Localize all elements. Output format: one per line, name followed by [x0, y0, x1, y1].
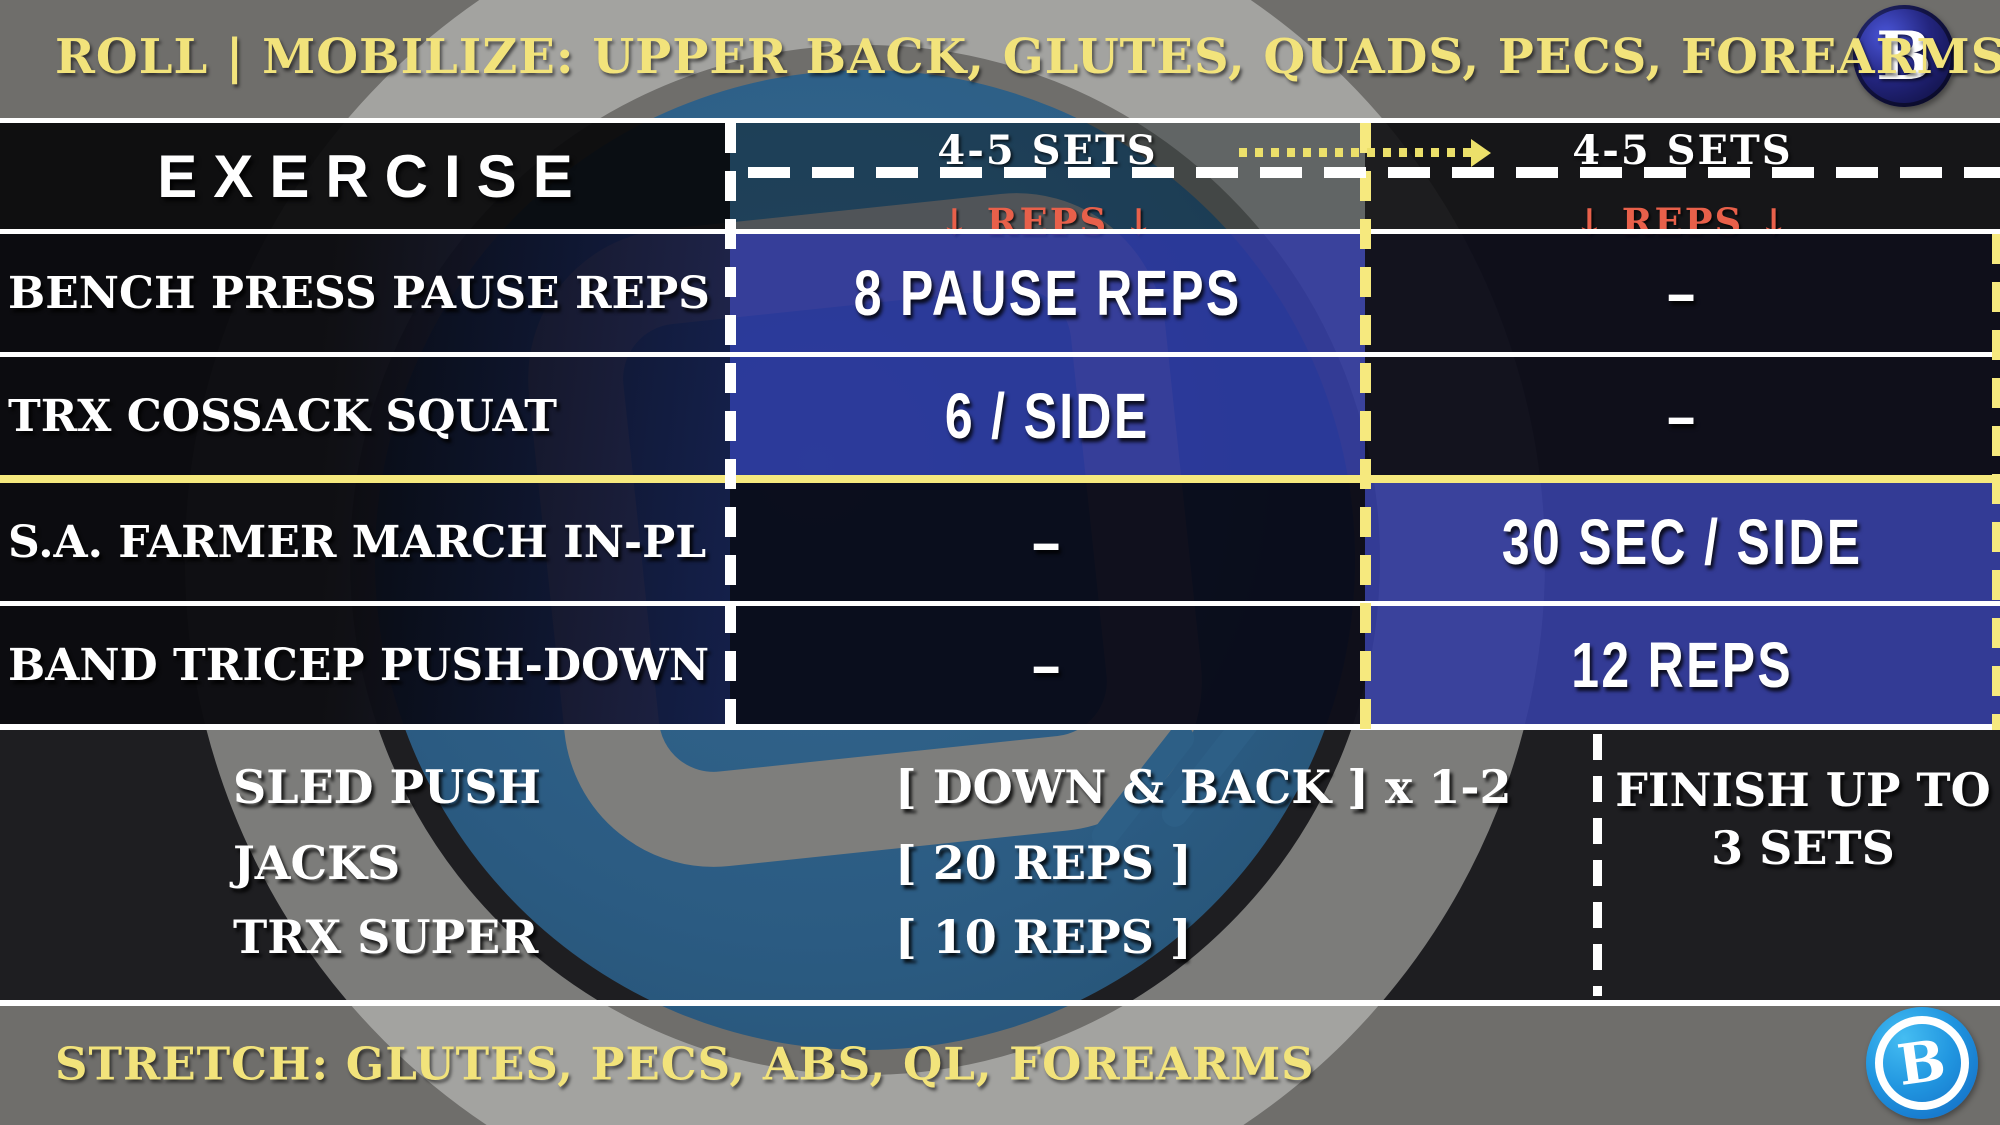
footer-bar: STRETCH: GLUTES, PECS, ABS, QL, FOREARMS [0, 1006, 2000, 1125]
separator-line [0, 352, 2000, 357]
row3-set1-cell: – [730, 483, 1365, 601]
separator-line [0, 724, 2000, 730]
table-row-exercise: TRX COSSACK SQUAT [0, 357, 730, 475]
column-divider-dashed [725, 123, 736, 730]
finisher-note: FINISH UP TO 3 SETS [1610, 762, 1996, 877]
finisher-section [0, 730, 2000, 1000]
finisher-exercise-name: JACKS [233, 836, 401, 890]
finisher-note-line1: FINISH UP TO [1615, 763, 1991, 817]
brand-logo-top: B [1853, 5, 1955, 107]
exercise-column-header: EXERCISE [0, 123, 730, 229]
column-divider-dashed-yellow [1360, 123, 1371, 730]
table-row-exercise: S.A. FARMER MARCH IN-PL [0, 483, 730, 601]
row1-set1-cell: 8 PAUSE REPS [730, 234, 1365, 352]
exercise-name: S.A. FARMER MARCH IN-PL [8, 516, 707, 568]
brand-letter-top: B [1876, 17, 1932, 95]
separator-line [0, 229, 2000, 234]
table-row-exercise: BENCH PRESS PAUSE REPS [0, 234, 730, 352]
row2-set2-cell: – [1365, 357, 2000, 475]
row2-set2-value: – [1667, 380, 1698, 452]
row1-set2-cell: – [1365, 234, 2000, 352]
header-dashed-line [748, 167, 2000, 178]
row4-set2-cell: 12 REPS [1365, 606, 2000, 724]
sets-label-2: 4-5 SETS [1572, 127, 1793, 174]
finisher-exercise-scheme: [ DOWN & BACK ] x 1-2 [895, 760, 1512, 814]
finisher-exercise-scheme: [ 10 REPS ] [895, 910, 1192, 964]
separator-line [0, 118, 2000, 123]
mobilize-title: ROLL | MOBILIZE: UPPER BACK, GLUTES, QUA… [55, 28, 2000, 85]
table-row-exercise: BAND TRICEP PUSH-DOWN [0, 606, 730, 724]
dotted-arrow [1239, 148, 1471, 157]
right-edge-dashed-yellow [1992, 234, 2000, 730]
row3-set1-value: – [1032, 506, 1063, 578]
finisher-exercise-scheme: [ 20 REPS ] [895, 836, 1192, 890]
row4-set2-value: 12 REPS [1571, 629, 1794, 701]
logo-ring [1875, 1016, 1969, 1110]
finisher-watermark [0, 730, 2000, 1000]
row3-set2-cell: 30 SEC / SIDE [1365, 483, 2000, 601]
finisher-note-line2: 3 SETS [1711, 820, 1895, 875]
finisher-divider-dashed [1593, 734, 1602, 996]
dotted-arrow-head [1471, 139, 1491, 167]
finisher-exercise-name: SLED PUSH [233, 760, 541, 814]
separator-line-yellow [0, 475, 2000, 483]
row2-set1-cell: 6 / SIDE [730, 357, 1365, 475]
sets-label-1: 4-5 SETS [937, 127, 1158, 174]
separator-line [0, 1000, 2000, 1006]
row4-set1-value: – [1032, 629, 1063, 701]
exercise-name: BENCH PRESS PAUSE REPS [8, 267, 710, 319]
separator-line [0, 601, 2000, 606]
exercise-name: BAND TRICEP PUSH-DOWN [8, 639, 710, 691]
stretch-title: STRETCH: GLUTES, PECS, ABS, QL, FOREARMS [55, 1036, 1315, 1090]
row4-set1-cell: – [730, 606, 1365, 724]
top-bar: ROLL | MOBILIZE: UPPER BACK, GLUTES, QUA… [0, 0, 2000, 118]
row2-set1-value: 6 / SIDE [945, 380, 1150, 452]
brand-logo-bottom: B [1866, 1007, 1978, 1119]
row3-set2-value: 30 SEC / SIDE [1502, 506, 1863, 578]
row1-set2-value: – [1667, 257, 1698, 329]
finisher-exercise-name: TRX SUPER [233, 910, 539, 964]
exercise-header-label: EXERCISE [157, 142, 589, 210]
exercise-name: TRX COSSACK SQUAT [8, 390, 558, 442]
row1-set1-value: 8 PAUSE REPS [853, 257, 1242, 329]
